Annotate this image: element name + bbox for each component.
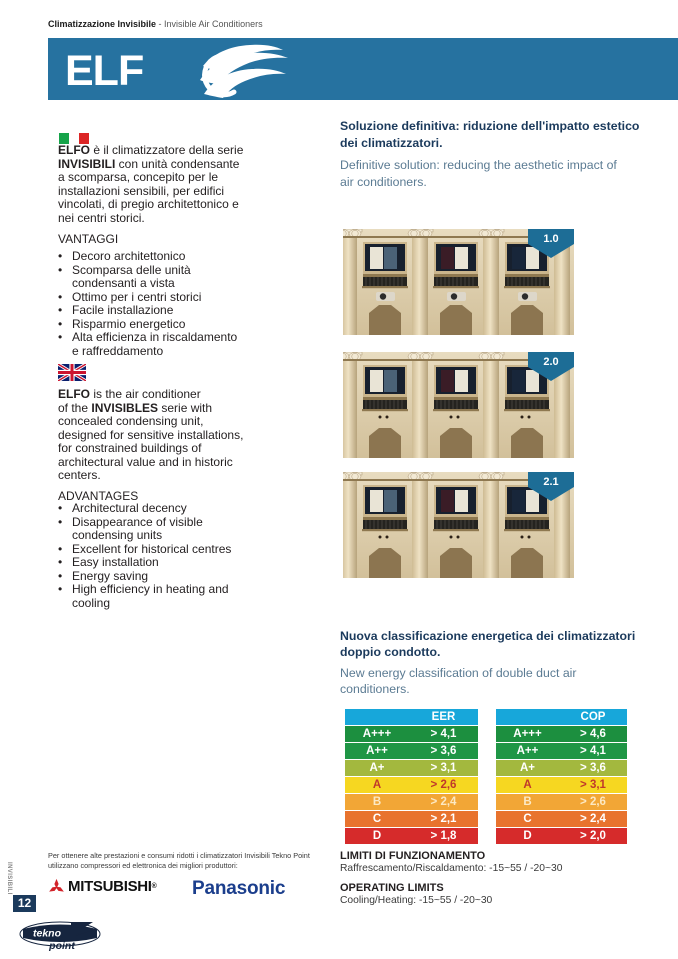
svg-text:point: point [48,940,75,952]
svg-text:1.0: 1.0 [543,233,558,245]
svg-text:2.1: 2.1 [543,476,558,488]
svg-text:ELF: ELF [65,47,143,95]
svg-text:tekno: tekno [33,928,62,940]
svg-text:2.0: 2.0 [543,356,558,368]
